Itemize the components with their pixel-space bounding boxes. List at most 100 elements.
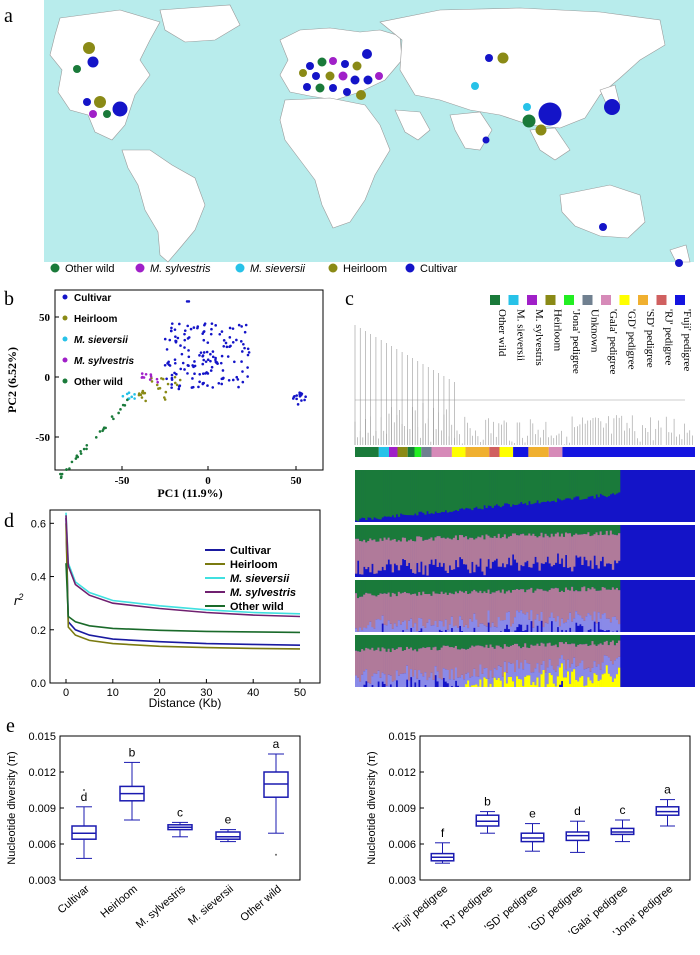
pca-point — [174, 358, 177, 361]
structure-bar — [465, 580, 467, 591]
pca-point — [202, 359, 205, 362]
strip-segment — [549, 447, 563, 457]
structure-bar — [404, 650, 406, 673]
tree-legend-swatch — [490, 295, 500, 305]
legend-label: Other wild — [65, 263, 115, 275]
structure-bar — [459, 525, 461, 535]
structure-bar — [412, 525, 414, 541]
pca-point — [175, 341, 178, 344]
structure-bar — [608, 470, 610, 496]
structure-bar — [565, 580, 567, 588]
structure-bar — [510, 664, 512, 677]
box-significance-letter: e — [225, 813, 232, 827]
tree-legend-label: 'GD' pedigree — [626, 309, 638, 370]
structure-bar — [467, 635, 469, 649]
structure-bar — [455, 525, 457, 535]
pca-legend-label: Other wild — [74, 377, 123, 388]
structure-bar — [390, 580, 392, 597]
structure-bar — [581, 676, 583, 687]
structure-bar — [571, 664, 573, 672]
structure-bar — [377, 525, 379, 542]
structure-bar — [410, 580, 412, 595]
structure-bar — [394, 594, 396, 624]
structure-bar — [522, 647, 524, 669]
structure-bar — [502, 649, 504, 677]
structure-bar — [561, 470, 563, 500]
structure-bar — [473, 685, 475, 687]
structure-bar — [406, 647, 408, 666]
structure-bar — [377, 580, 379, 595]
structure-bar — [441, 538, 443, 567]
structure-bar — [463, 525, 465, 537]
structure-bar — [396, 635, 398, 649]
map-dot — [523, 103, 531, 111]
structure-bar — [518, 470, 520, 504]
box-body — [216, 832, 240, 839]
structure-bar — [439, 621, 441, 630]
structure-bar — [600, 643, 602, 670]
structure-bar — [369, 650, 371, 684]
structure-bar — [534, 645, 536, 668]
structure-bar — [394, 635, 396, 650]
structure-bar — [463, 635, 465, 649]
structure-bar — [386, 470, 388, 517]
structure-bar — [373, 470, 375, 517]
structure-bar — [583, 525, 585, 534]
structure-bar — [575, 667, 577, 680]
box-ylabel: Nucleotide diversity (π) — [366, 751, 378, 864]
structure-bar — [502, 470, 504, 506]
structure-bar — [530, 536, 532, 568]
structure-bar — [447, 646, 449, 670]
pca-point — [171, 374, 174, 377]
structure-bar — [594, 470, 596, 499]
strip-segment — [513, 447, 528, 457]
structure-bar — [428, 539, 430, 564]
structure-bar — [359, 580, 361, 597]
structure-bar — [534, 536, 536, 557]
structure-bar — [365, 470, 367, 520]
structure-bar — [428, 647, 430, 677]
structure-bar — [567, 533, 569, 568]
map-dot — [675, 259, 683, 267]
structure-bar — [532, 628, 534, 632]
structure-bar — [455, 535, 457, 560]
structure-bar — [610, 676, 612, 687]
structure-bar — [498, 580, 500, 590]
structure-bar — [606, 590, 608, 619]
structure-bar — [453, 538, 455, 569]
structure-bar — [559, 667, 561, 684]
pca-point — [246, 375, 249, 378]
structure-bar — [388, 525, 390, 538]
map-dot — [351, 76, 360, 85]
structure-bar — [526, 535, 528, 560]
pca-point — [242, 381, 245, 384]
structure-bar — [514, 533, 516, 559]
structure-bar — [443, 538, 445, 563]
pca-point — [245, 324, 248, 327]
structure-bar — [367, 649, 369, 683]
structure-bar — [555, 588, 557, 622]
structure-bar — [520, 470, 522, 502]
structure-bar — [543, 525, 545, 537]
pca-point — [201, 355, 204, 358]
structure-bar — [557, 635, 559, 647]
pca-point — [149, 378, 152, 381]
structure-bar — [455, 470, 457, 510]
structure-bar — [598, 612, 600, 622]
structure-bar — [477, 537, 479, 567]
pca-point — [247, 354, 250, 357]
structure-bar — [614, 660, 616, 678]
structure-bar — [461, 580, 463, 592]
structure-bar — [400, 580, 402, 593]
pca-ytick: 50 — [39, 312, 51, 324]
structure-bar — [463, 649, 465, 679]
structure-bar — [536, 537, 538, 562]
strip-segment — [500, 447, 514, 457]
structure-bar — [467, 673, 469, 681]
structure-bar — [490, 627, 492, 632]
structure-bar — [614, 678, 616, 687]
structure-bar — [518, 635, 520, 646]
pca-point — [240, 340, 243, 343]
structure-bar — [555, 525, 557, 534]
structure-bar — [441, 648, 443, 680]
